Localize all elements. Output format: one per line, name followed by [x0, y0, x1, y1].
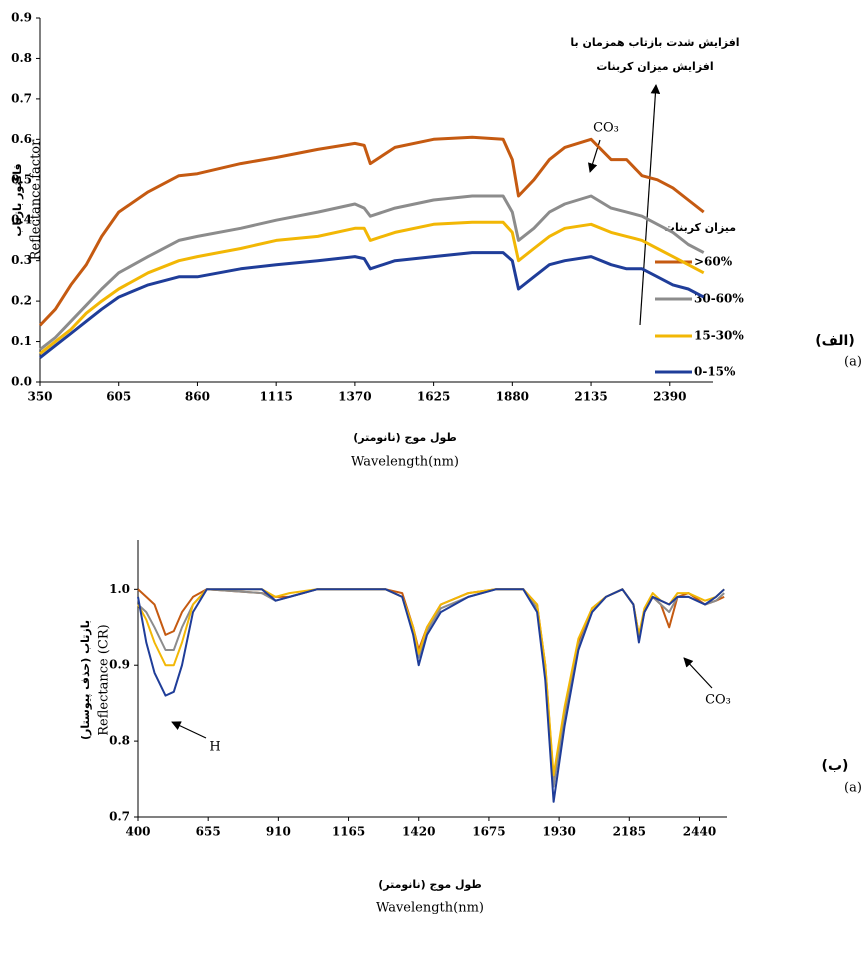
- panel-label: (a): [844, 781, 862, 796]
- x-tick-label: 1420: [402, 825, 435, 839]
- data-line: [137, 588, 725, 777]
- legend-label: >60%: [694, 255, 733, 269]
- panel-label: (a): [844, 355, 862, 370]
- x-tick-label: 1880: [496, 390, 529, 404]
- data-line: [137, 588, 725, 803]
- panel-label: (الف): [815, 333, 855, 349]
- annotation: CO₃: [593, 121, 619, 136]
- x-tick-label: 605: [106, 390, 131, 404]
- annotation-arrow: [171, 721, 207, 739]
- x-tick-label: 2185: [613, 825, 646, 839]
- y-tick-label: 0.0: [11, 375, 32, 389]
- y-tick-label: 0.2: [11, 294, 32, 308]
- x-tick-label: 350: [27, 390, 52, 404]
- y-axis-title: بازتاب (حذف پیوستار): [79, 620, 92, 740]
- x-tick-label: 1165: [332, 825, 365, 839]
- trend-arrow: [639, 84, 661, 326]
- x-axis-title: طول موج (نانومتر): [378, 878, 482, 892]
- y-tick-label: 0.3: [11, 253, 32, 267]
- x-tick-label: 1370: [338, 390, 371, 404]
- x-tick-label: 910: [266, 825, 291, 839]
- y-tick-label: 0.6: [11, 132, 32, 146]
- annotation: CO₃: [705, 693, 731, 708]
- y-tick-label: 0.4: [11, 213, 32, 227]
- x-tick-label: 2440: [683, 825, 716, 839]
- x-axis-title: طول موج (نانومتر): [353, 431, 457, 445]
- arrow-note: افزایش شدت بازتاب همزمان با: [570, 36, 739, 49]
- data-line: [39, 220, 705, 355]
- x-tick-label: 860: [185, 390, 210, 404]
- x-tick-label: 1625: [417, 390, 450, 404]
- x-tick-label: 2135: [574, 390, 607, 404]
- y-axis-title: فاکتور بازتاب: [11, 163, 24, 236]
- y-tick-label: 0.7: [11, 91, 32, 105]
- annotation: H: [209, 740, 220, 755]
- x-tick-label: 1930: [542, 825, 575, 839]
- y-tick-label: 0.1: [11, 334, 32, 348]
- y-axis-title: Reflectance (CR): [97, 624, 112, 735]
- y-tick-label: 0.9: [109, 658, 130, 672]
- x-tick-label: 655: [196, 825, 221, 839]
- x-tick-label: 400: [125, 825, 150, 839]
- x-tick-label: 1115: [259, 390, 292, 404]
- y-tick-label: 0.8: [109, 734, 130, 748]
- arrow-note: افزایش میزان کربنات: [596, 60, 713, 73]
- legend-label: 30-60%: [694, 292, 744, 306]
- legend-label: 15-30%: [694, 329, 744, 343]
- y-tick-label: 0.9: [11, 11, 32, 25]
- y-axis-title: Reflectance factor: [29, 139, 44, 260]
- annotation-arrow: [683, 657, 713, 689]
- legend-title: میزان کربنات: [664, 221, 736, 234]
- x-tick-label: 1675: [472, 825, 505, 839]
- y-tick-label: 0.8: [11, 51, 32, 65]
- legend-label: 0-15%: [694, 365, 736, 379]
- data-line: [38, 135, 705, 327]
- x-tick-label: 2390: [653, 390, 686, 404]
- y-tick-label: 0.5: [11, 172, 32, 186]
- x-axis-title: Wavelength(nm): [376, 901, 484, 916]
- data-line: [39, 251, 705, 359]
- panel-label: (ب): [822, 758, 849, 774]
- y-tick-label: 1.0: [109, 582, 130, 596]
- y-tick-label: 0.7: [109, 810, 130, 824]
- data-line: [39, 194, 705, 351]
- x-axis-title: Wavelength(nm): [351, 455, 459, 470]
